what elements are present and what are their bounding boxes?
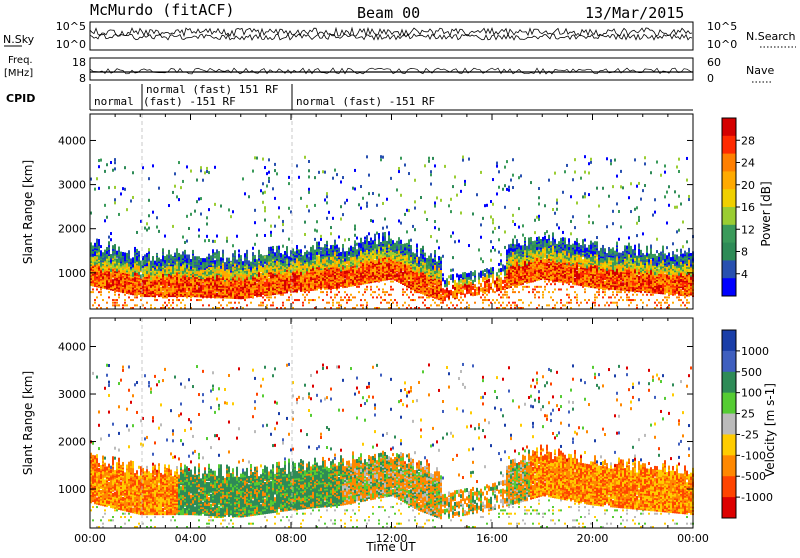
colorbar-swatch [722, 207, 736, 225]
nsky-strip: N.Sky 10^5 10^0 10^5 10^0 N.Search [3, 20, 796, 51]
y-tick-label: 2000 [58, 436, 86, 449]
x-tick-label: 08:00 [275, 532, 307, 545]
freq-unit: [MHz] [4, 68, 33, 79]
cpid-strip: CPID normal normal (fast) 151 RF (fast) … [6, 83, 693, 110]
colorbar-swatch [722, 393, 736, 414]
nsky-label: N.Sky [3, 33, 35, 46]
colorbar-swatch [722, 243, 736, 261]
velocity-colorbar-label: Velocity [m s-1] [763, 383, 777, 477]
colorbar-tick-label: 24 [741, 157, 755, 170]
freq-tick-bottom: 8 [79, 72, 86, 85]
power-colorbar-label: Power [dB] [759, 181, 773, 246]
colorbar-swatch [722, 497, 736, 518]
colorbar-swatch [722, 455, 736, 476]
colorbar-swatch [722, 372, 736, 393]
cpid-label: CPID [6, 92, 35, 105]
velocity-ylabel: Slant Range [km] [21, 371, 35, 475]
y-tick-label: 2000 [58, 223, 86, 236]
colorbar-tick-label: 12 [741, 223, 755, 236]
colorbar-tick-label: 28 [741, 134, 755, 147]
nave-tick-top: 60 [707, 56, 721, 69]
colorbar-tick-label: 100 [741, 387, 762, 400]
colorbar-swatch [722, 414, 736, 435]
power-panel: 1000 2000 3000 4000 Slant Range [km] [21, 114, 694, 309]
beam-title: Beam 00 [357, 4, 420, 22]
colorbar-tick-label: -25 [741, 428, 759, 441]
colorbar-swatch [722, 351, 736, 372]
nave-label: Nave [746, 64, 774, 77]
colorbar-swatch [722, 330, 736, 351]
colorbar-swatch [722, 278, 736, 296]
date-title: 13/Mar/2015 [585, 4, 684, 22]
power-colorbar: 28 24 20 16 12 8 4 [722, 118, 755, 297]
colorbar-tick-label: 16 [741, 201, 755, 214]
y-tick-label: 4000 [58, 341, 86, 354]
y-tick-label: 3000 [58, 179, 86, 192]
cpid-segment-1: normal [94, 95, 134, 108]
colorbar-swatch [722, 154, 736, 172]
x-tick-label: 04:00 [175, 532, 207, 545]
x-tick-label: 20:00 [577, 532, 609, 545]
colorbar-swatch [722, 118, 736, 136]
nsearch-tick-bottom: 10^0 [707, 38, 737, 51]
x-tick-label: 00:00 [74, 532, 106, 545]
colorbar-tick-label: 500 [741, 366, 762, 379]
y-tick-label: 1000 [58, 267, 86, 280]
freq-tick-top: 18 [72, 56, 86, 69]
nsky-tick-top: 10^5 [56, 20, 86, 33]
nsky-tick-bottom: 10^0 [56, 38, 86, 51]
colorbar-tick-label: 25 [741, 408, 755, 421]
colorbar-tick-label: 20 [741, 179, 755, 192]
colorbar-swatch [722, 171, 736, 189]
colorbar-swatch [722, 260, 736, 278]
x-tick-label: 16:00 [476, 532, 508, 545]
colorbar-tick-label: -1000 [741, 491, 773, 504]
nsearch-label: N.Search [746, 30, 796, 43]
freq-strip: Freq. [MHz] 18 8 60 0 Nave [4, 55, 774, 85]
colorbar-tick-label: 8 [741, 246, 748, 259]
nave-tick-bottom: 0 [707, 72, 714, 85]
freq-label: Freq. [8, 55, 33, 66]
power-ylabel: Slant Range [km] [21, 160, 35, 264]
nsearch-tick-top: 10^5 [707, 20, 737, 33]
y-tick-label: 3000 [58, 388, 86, 401]
colorbar-swatch [722, 225, 736, 243]
colorbar-swatch [722, 136, 736, 154]
station-title: McMurdo (fitACF) [90, 1, 235, 19]
colorbar-swatch [722, 189, 736, 207]
cpid-segment-3: normal (fast) -151 RF [296, 95, 435, 108]
cpid-segment-2b: (fast) -151 RF [143, 95, 236, 108]
colorbar-tick-label: 1000 [741, 345, 769, 358]
time-axis-label: Time UT [365, 540, 416, 554]
y-tick-label: 4000 [58, 134, 86, 147]
colorbar-tick-label: 4 [741, 268, 748, 281]
y-tick-label: 1000 [58, 483, 86, 496]
x-tick-label: 00:00 [677, 532, 709, 545]
colorbar-swatch [722, 476, 736, 497]
colorbar-swatch [722, 434, 736, 455]
